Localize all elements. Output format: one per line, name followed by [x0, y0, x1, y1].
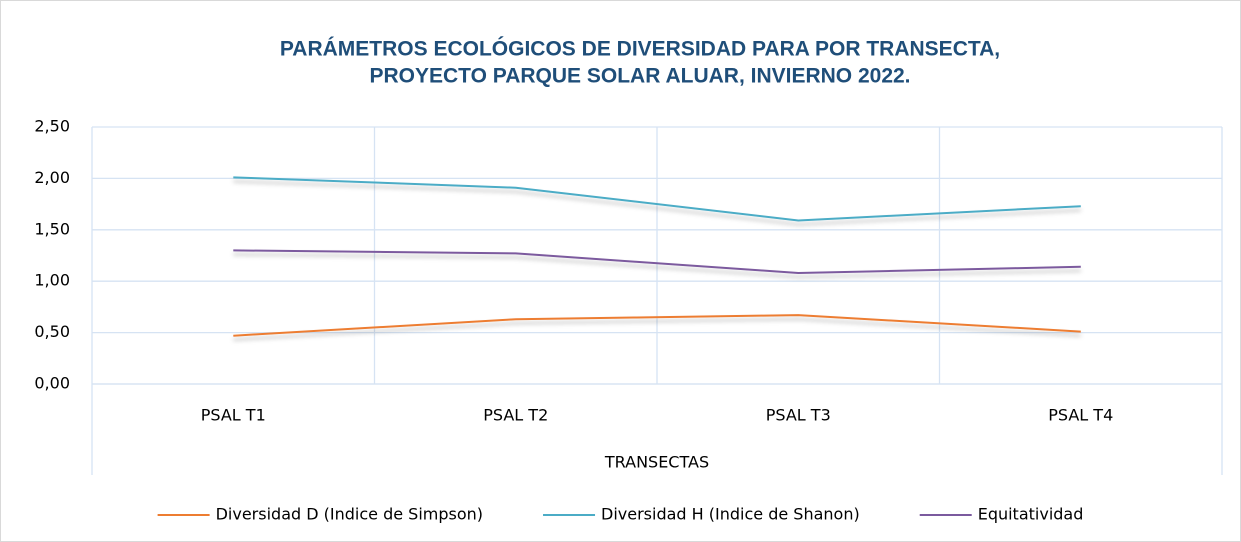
x-tick-label: PSAL T3	[766, 406, 831, 425]
y-tick-label: 1,50	[34, 219, 70, 238]
x-axis-label: TRANSECTAS	[604, 453, 709, 472]
y-tick-label: 0,50	[34, 322, 70, 341]
legend-label: Diversidad D (Indice de Simpson)	[216, 505, 483, 524]
legend-label: Diversidad H (Indice de Shanon)	[601, 505, 860, 524]
y-tick-label: 1,00	[34, 271, 70, 290]
chart-title: PARÁMETROS ECOLÓGICOS DE DIVERSIDAD PARA…	[280, 37, 1000, 61]
y-tick-label: 0,00	[34, 374, 70, 393]
x-tick-label: PSAL T2	[483, 406, 548, 425]
series-line	[233, 249, 1081, 275]
y-tick-label: 2,00	[34, 168, 70, 187]
series-line	[233, 176, 1081, 222]
x-tick-label: PSAL T1	[201, 406, 266, 425]
series-line	[233, 314, 1081, 337]
legend-label: Equitatividad	[978, 505, 1084, 524]
y-tick-label: 2,50	[34, 117, 70, 136]
x-tick-label: PSAL T4	[1048, 406, 1113, 425]
chart-title: PROYECTO PARQUE SOLAR ALUAR, INVIERNO 20…	[369, 65, 910, 88]
